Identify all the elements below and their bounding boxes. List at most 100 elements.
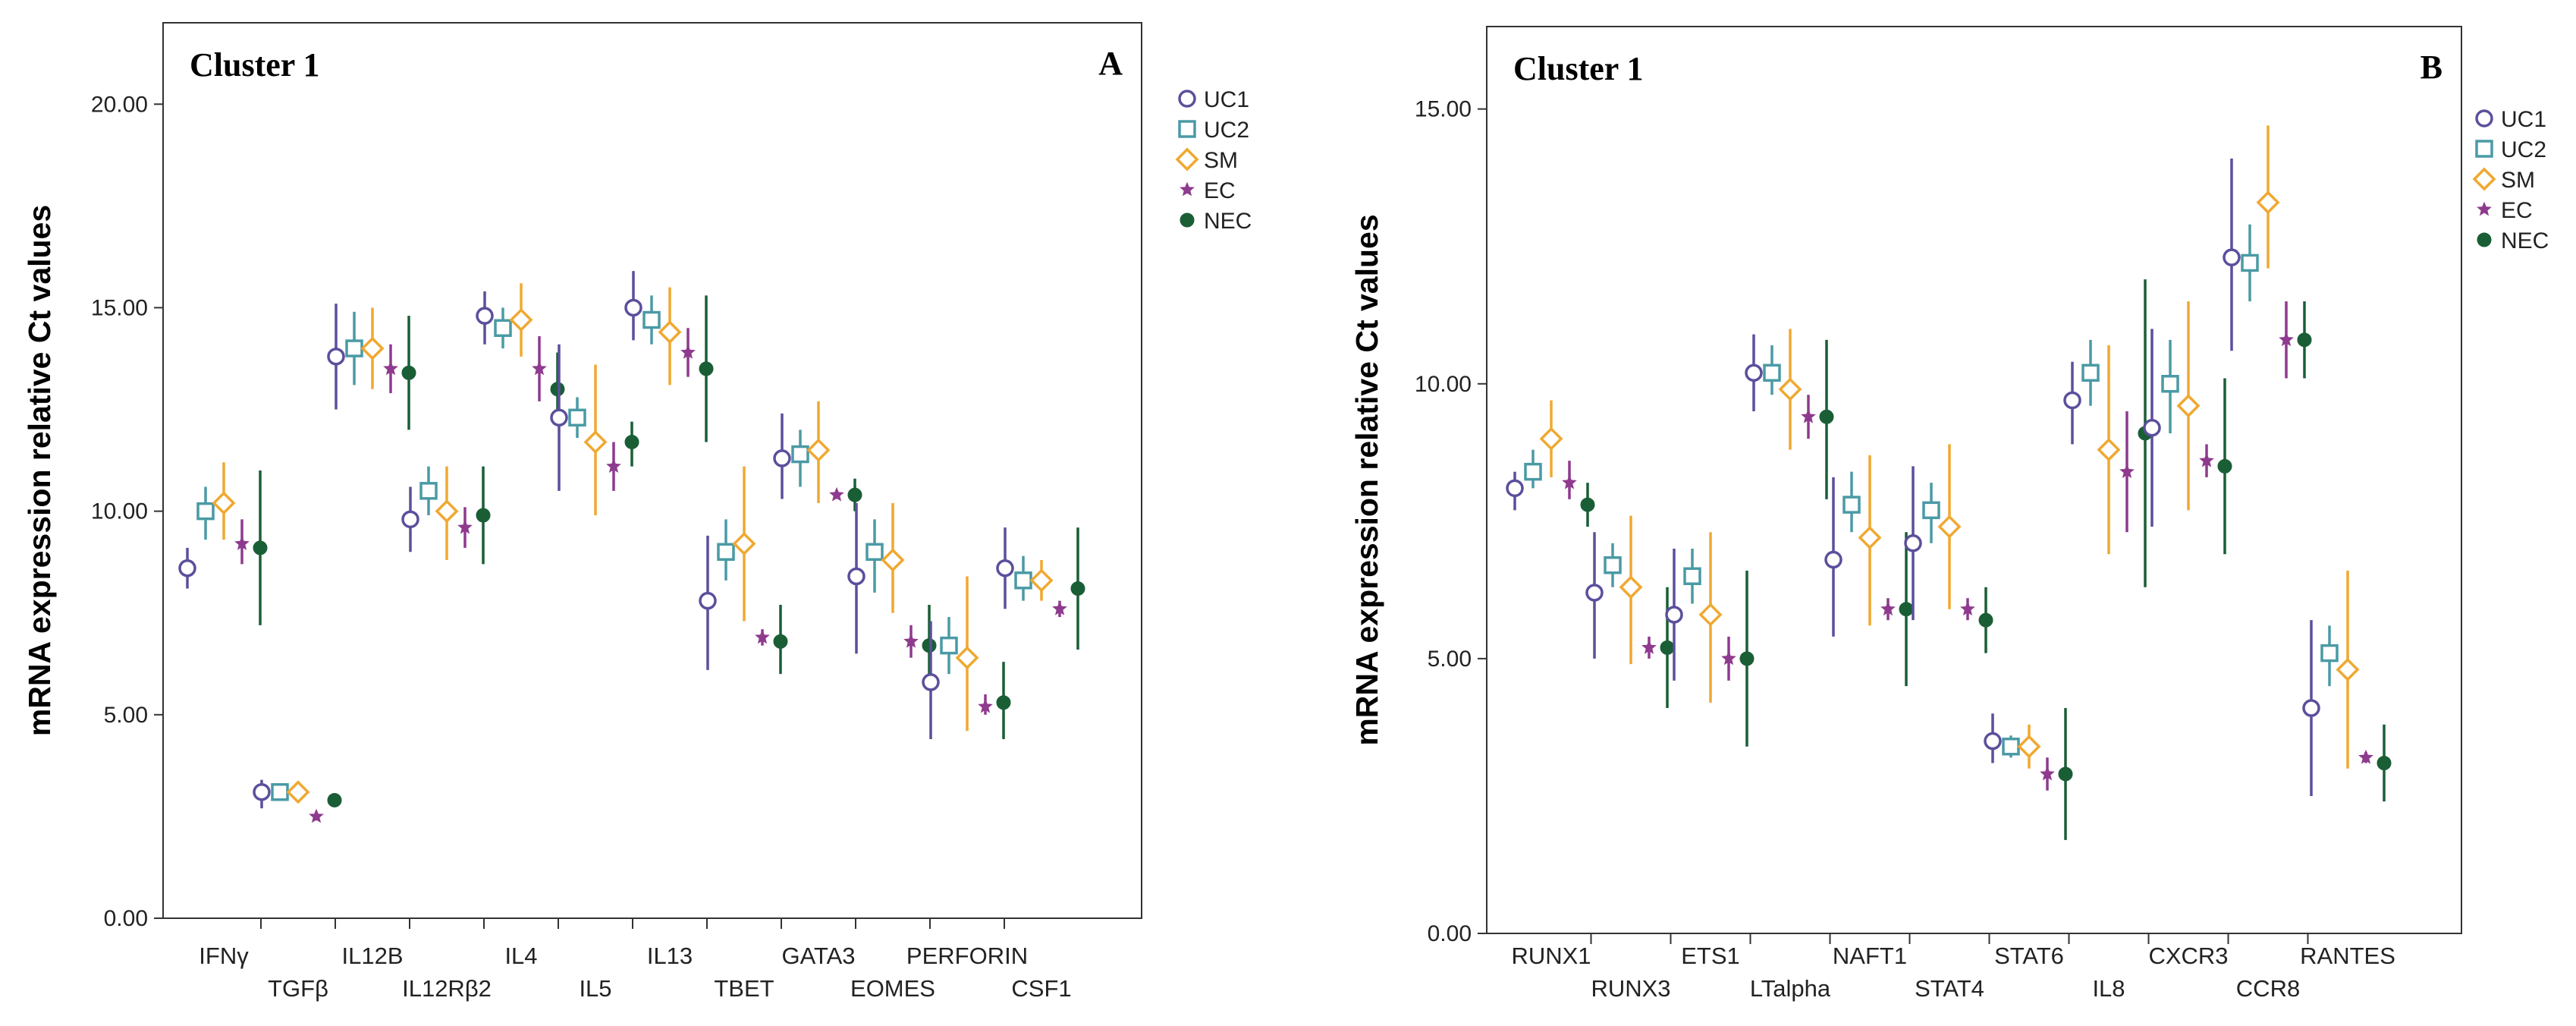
x-category-label: NAFT1 bbox=[1833, 943, 1907, 969]
x-category-label: CCR8 bbox=[2236, 975, 2300, 1002]
point-nec bbox=[476, 508, 491, 523]
point-uc2 bbox=[1842, 496, 1861, 514]
point-ec bbox=[1052, 601, 1067, 615]
point-nec bbox=[327, 792, 342, 807]
point-ec bbox=[1801, 408, 1816, 423]
point-nec bbox=[2217, 458, 2232, 474]
point-uc2 bbox=[1524, 462, 1542, 481]
point-uc2 bbox=[2241, 253, 2259, 272]
point-sm bbox=[2336, 657, 2360, 681]
y-tick-label: 0.00 bbox=[1428, 921, 1472, 946]
point-uc2 bbox=[2081, 364, 2100, 382]
point-ec bbox=[1562, 474, 1577, 489]
point-uc1 bbox=[2143, 418, 2161, 437]
point-uc2 bbox=[1683, 567, 1701, 585]
legend-marker-sm bbox=[2472, 167, 2496, 191]
point-uc2 bbox=[791, 445, 809, 464]
point-uc1 bbox=[401, 510, 419, 529]
point-uc1 bbox=[253, 782, 271, 801]
plot-frame bbox=[162, 22, 1142, 919]
point-uc1 bbox=[1824, 550, 1842, 569]
point-sm bbox=[1619, 575, 1643, 600]
y-tick-label: 10.00 bbox=[1415, 372, 1472, 397]
legend-label-uc1: UC1 bbox=[2501, 107, 2546, 132]
point-ec bbox=[1960, 601, 1975, 616]
point-nec bbox=[1819, 409, 1834, 424]
x-category-label: IL13 bbox=[647, 943, 693, 969]
point-sm bbox=[435, 499, 459, 524]
point-uc2 bbox=[2161, 375, 2179, 393]
x-category-label: CSF1 bbox=[1011, 975, 1071, 1002]
panel-letter: B bbox=[2420, 49, 2442, 86]
point-nec bbox=[2297, 332, 2312, 348]
legend-label-uc2: UC2 bbox=[1204, 118, 1249, 143]
point-uc2 bbox=[2320, 644, 2339, 662]
y-tick-label: 5.00 bbox=[104, 703, 148, 728]
x-category-label: TBET bbox=[714, 975, 774, 1002]
point-uc1 bbox=[1745, 364, 1763, 382]
point-ec bbox=[829, 486, 844, 502]
panel-a: Cluster 1 A 0.00 5.00 10.00 15.00 20.00 mRNA ex… bbox=[22, 22, 1252, 1002]
point-sm bbox=[1858, 526, 1882, 550]
x-category-label: ETS1 bbox=[1681, 943, 1740, 969]
point-uc2 bbox=[345, 339, 363, 357]
point-uc1 bbox=[1984, 732, 2002, 751]
panel-b: Cluster 1 B 0.00 5.00 10.00 15.00 mRNA express… bbox=[1349, 26, 2549, 1002]
point-sm bbox=[1539, 426, 1563, 451]
point-ec bbox=[309, 808, 324, 823]
point-ec bbox=[978, 698, 993, 713]
x-category-label: STAT6 bbox=[1994, 943, 2064, 969]
point-sm bbox=[212, 491, 236, 515]
point-ec bbox=[383, 360, 398, 376]
panel-title: Cluster 1 bbox=[190, 46, 320, 83]
legend-label-sm: SM bbox=[1204, 148, 1238, 173]
point-sm bbox=[881, 548, 905, 572]
point-uc1 bbox=[327, 348, 345, 366]
point-sm bbox=[1698, 603, 1723, 627]
point-uc2 bbox=[196, 502, 215, 521]
point-uc2 bbox=[642, 310, 661, 329]
x-category-label: CXCR3 bbox=[2148, 943, 2228, 969]
x-category-label: TGFβ bbox=[268, 975, 328, 1002]
point-nec bbox=[2058, 766, 2073, 782]
point-sm bbox=[732, 532, 756, 556]
x-category-label: IL8 bbox=[2092, 975, 2125, 1002]
x-category-label: RUNX3 bbox=[1591, 975, 1670, 1002]
point-uc1 bbox=[476, 307, 494, 325]
point-ec bbox=[903, 634, 919, 648]
point-sm bbox=[2097, 438, 2121, 462]
x-category-label: RANTES bbox=[2300, 943, 2395, 969]
legend-label-uc2: UC2 bbox=[2501, 137, 2546, 162]
x-category-label: EOMES bbox=[850, 975, 935, 1002]
x-category-label: IL12Rβ2 bbox=[402, 975, 492, 1002]
x-category-label: PERFORIN bbox=[906, 943, 1028, 969]
point-sm bbox=[806, 438, 831, 462]
point-nec bbox=[1899, 602, 1914, 617]
point-ec bbox=[606, 458, 621, 473]
point-uc2 bbox=[1922, 501, 1940, 520]
point-sm bbox=[509, 308, 533, 332]
point-nec bbox=[773, 634, 788, 649]
point-uc1 bbox=[2063, 391, 2081, 410]
point-uc1 bbox=[996, 559, 1014, 578]
point-nec bbox=[847, 487, 862, 502]
point-sm bbox=[2017, 735, 2041, 759]
x-category-label: IL5 bbox=[579, 975, 611, 1002]
legend-marker-nec bbox=[2477, 232, 2492, 247]
point-ec bbox=[1641, 640, 1657, 654]
legend: UC1 UC2 SM EC NEC bbox=[2472, 107, 2549, 253]
point-nec bbox=[1660, 640, 1675, 655]
point-uc2 bbox=[271, 782, 289, 801]
plot-frame bbox=[1486, 26, 2462, 934]
point-nec bbox=[2377, 755, 2392, 770]
legend-marker-ec bbox=[1180, 181, 1195, 197]
point-nec bbox=[1739, 651, 1755, 666]
x-category-label: IL12B bbox=[341, 943, 403, 969]
point-nec bbox=[624, 434, 639, 449]
point-nec bbox=[1580, 497, 1595, 512]
legend-label-sm: SM bbox=[2501, 168, 2535, 193]
point-ec bbox=[1880, 601, 1896, 616]
x-category-label: RUNX1 bbox=[1511, 943, 1591, 969]
point-uc2 bbox=[940, 636, 958, 655]
point-sm bbox=[955, 646, 979, 670]
